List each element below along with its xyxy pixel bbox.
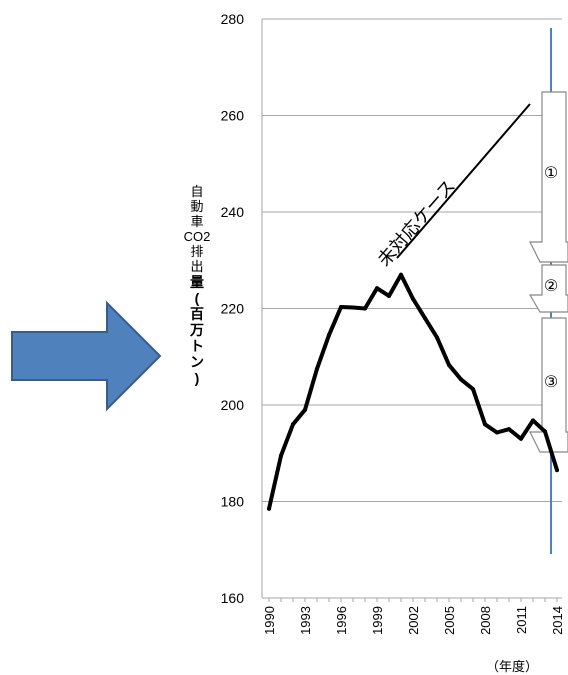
y-axis-title-char: ン [190, 354, 204, 370]
data-point [291, 422, 295, 427]
data-point [279, 453, 283, 458]
data-points [267, 272, 559, 511]
data-point [375, 286, 379, 291]
x-axis-unit: （年度） [486, 659, 539, 674]
x-tick-label: 1996 [334, 606, 349, 635]
trend-label: 未対応ケース [374, 176, 460, 271]
data-point [531, 418, 535, 423]
right-arrow-icon [11, 300, 162, 412]
data-point [411, 296, 415, 301]
y-axis-title: 自 動 車 CO2 排 出 量 ( 百 万 ト ン ) [183, 184, 211, 386]
series-line [267, 272, 559, 511]
x-tick-label: 1999 [370, 606, 385, 635]
y-axis-title-char: 万 [190, 322, 204, 338]
data-point [555, 468, 559, 473]
y-tick-label: 280 [221, 11, 245, 27]
y-tick-labels: 160 180 200 220 240 260 280 [221, 11, 245, 606]
y-tick-label: 160 [221, 590, 245, 606]
y-axis-title-char: ト [190, 338, 204, 354]
y-axis-title-char: 車 [190, 214, 204, 229]
arrow-label-1: ① [544, 163, 558, 182]
y-axis-title-char: 量 [190, 274, 204, 290]
x-tick-labels: 1990 1993 1996 1999 2002 2005 2008 2011 2014 [262, 606, 565, 635]
data-point [483, 422, 487, 427]
data-point [423, 316, 427, 321]
y-axis-title-char: ) [194, 370, 200, 386]
x-tick-label: 2011 [514, 606, 529, 634]
x-tick-label: 2002 [406, 606, 421, 635]
reduction-arrow-1: ① [529, 91, 568, 263]
x-tick-label: 2005 [442, 606, 457, 635]
y-axis-title-char: 百 [190, 306, 204, 322]
y-axis-title-char: 動 [190, 199, 204, 214]
x-tick-label: 2008 [478, 606, 493, 635]
data-point [543, 429, 547, 434]
data-point [399, 272, 403, 277]
x-tick-marks [268, 598, 558, 602]
y-tick-label: 220 [221, 301, 245, 317]
gridlines [262, 18, 562, 599]
data-point [363, 306, 367, 311]
data-point [471, 387, 475, 392]
data-point [315, 366, 319, 371]
data-point [327, 333, 331, 338]
arrow-label-2: ② [544, 276, 558, 295]
data-point [303, 407, 307, 412]
data-point [351, 305, 355, 310]
reduction-arrow-2: ② [528, 264, 568, 313]
data-point [267, 506, 271, 511]
arrow-label-3: ③ [544, 372, 558, 391]
trend-line [396, 103, 531, 259]
y-axis-title-char: 排 [190, 244, 204, 259]
y-axis-title-char: 自 [190, 184, 204, 199]
x-tick-label: 1993 [298, 606, 313, 635]
y-axis-title-char: ( [194, 290, 200, 306]
data-point [435, 335, 439, 340]
data-point [387, 293, 391, 298]
data-point [447, 362, 451, 367]
data-point [507, 427, 511, 432]
y-tick-label: 200 [221, 397, 245, 413]
y-tick-label: 180 [221, 494, 245, 510]
data-point [495, 430, 499, 435]
y-axis-title-char: 出 [190, 259, 204, 274]
reduction-arrow-3: ③ [529, 317, 568, 453]
data-point [339, 305, 343, 310]
data-point [519, 436, 523, 441]
x-tick-label: 2014 [550, 606, 565, 635]
y-axis-title-char: CO2 [183, 229, 211, 244]
y-tick-label: 260 [221, 108, 245, 124]
x-tick-label: 1990 [262, 606, 277, 635]
y-tick-label: 240 [221, 204, 245, 220]
data-point [459, 377, 463, 382]
